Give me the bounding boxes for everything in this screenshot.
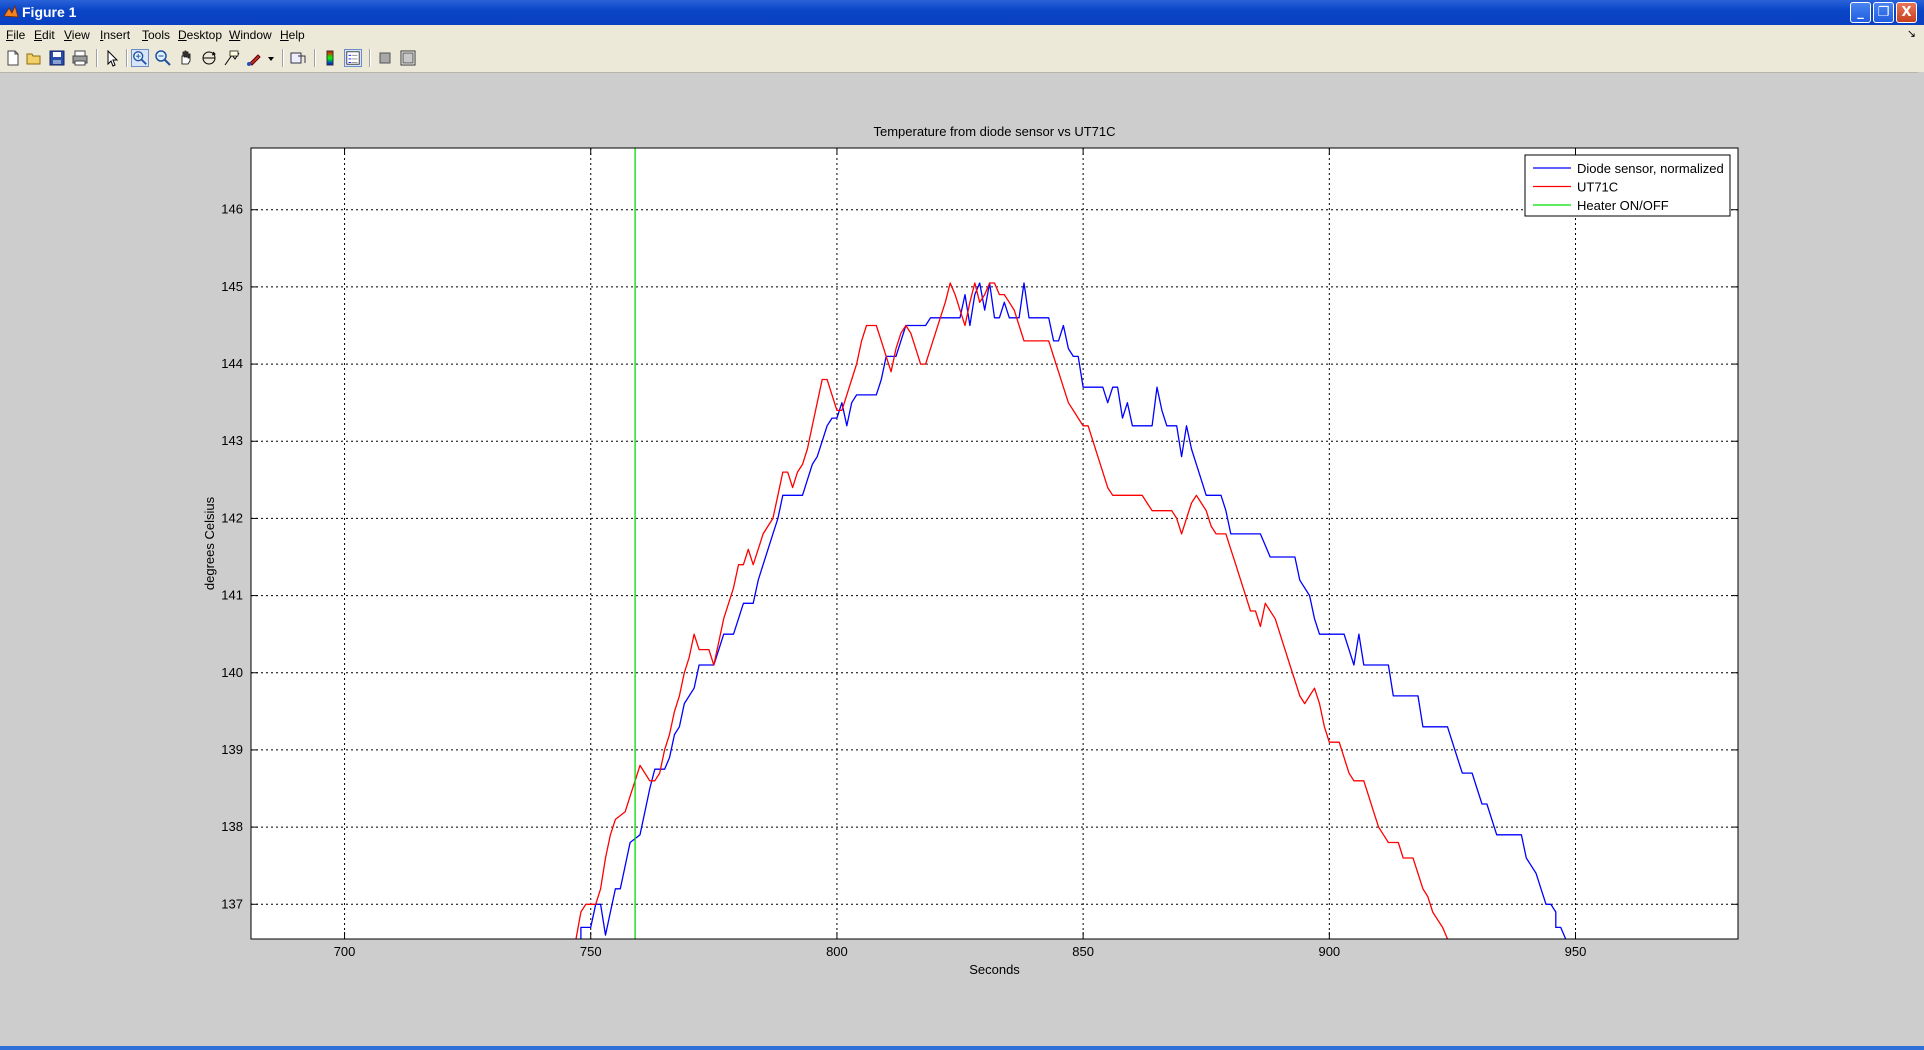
canvas-edge [1918, 72, 1924, 1046]
y-tick-label: 139 [221, 742, 243, 757]
menu-view[interactable]: View [64, 28, 90, 42]
minimize-button[interactable]: _ [1850, 2, 1871, 23]
x-tick-label: 700 [334, 944, 356, 959]
legend-box[interactable] [1524, 154, 1731, 217]
x-tick-label: 950 [1565, 944, 1587, 959]
axes-box [250, 147, 1739, 940]
y-tick-label: 137 [221, 896, 243, 911]
zoom-in-icon[interactable] [131, 49, 149, 67]
chart-title: Temperature from diode sensor vs UT71C [873, 124, 1115, 139]
menu-edit[interactable]: Edit [34, 28, 55, 42]
show-plot-tools-icon[interactable] [399, 49, 417, 67]
toolbar-separator [96, 49, 98, 67]
hide-plot-tools-icon[interactable] [376, 49, 394, 67]
restore-button[interactable]: ❐ [1873, 2, 1894, 23]
x-tick-label: 850 [1072, 944, 1094, 959]
data-cursor-icon[interactable] [223, 49, 241, 67]
x-axis-label: Seconds [969, 962, 1020, 977]
menu-window[interactable]: Window [229, 28, 272, 42]
y-tick-label: 144 [221, 356, 243, 371]
y-axis-label: degrees Celsius [202, 496, 217, 590]
menu-help[interactable]: Help [280, 28, 305, 42]
toolbar-separator [282, 49, 284, 67]
legend-entry: Diode sensor, normalized [1577, 161, 1724, 176]
menu-file[interactable]: File [6, 28, 26, 42]
series-line-ut71c [575, 282, 1449, 940]
brush-icon[interactable] [246, 49, 264, 67]
legend-icon[interactable] [344, 49, 362, 67]
x-tick-label: 800 [826, 944, 848, 959]
toolbar-separator [314, 49, 316, 67]
x-tick-label: 750 [580, 944, 602, 959]
menu-bar: File Edit View Insert Tools Desktop Wind… [0, 25, 1924, 44]
legend-entry: Heater ON/OFF [1577, 198, 1669, 213]
y-tick-label: 143 [221, 433, 243, 448]
zoom-out-icon[interactable] [154, 49, 172, 67]
y-tick-label: 140 [221, 665, 243, 680]
new-figure-icon[interactable] [4, 49, 22, 67]
y-tick-label: 141 [221, 588, 243, 603]
select-arrow-icon[interactable] [103, 49, 121, 67]
plot-area[interactable] [251, 148, 1738, 939]
window-title: Figure 1 [22, 4, 77, 20]
toolbar-separator [369, 49, 371, 67]
y-tick-label: 138 [221, 819, 243, 834]
open-file-icon[interactable] [25, 49, 43, 67]
window-titlebar[interactable]: Figure 1 _ ❐ X [0, 0, 1924, 25]
dock-figure-icon[interactable]: ↘ [1906, 27, 1916, 40]
y-tick-label: 145 [221, 279, 243, 294]
matlab-icon [3, 4, 19, 18]
menu-desktop[interactable]: Desktop [178, 28, 223, 42]
figure-canvas[interactable]: 700 750 800 850 900 950 137 138 139 140 141 142 143 1… [0, 73, 1918, 1045]
rotate-3d-icon[interactable] [200, 49, 218, 67]
y-tick-label: 142 [221, 510, 243, 525]
figure-toolbar [0, 44, 1924, 73]
brush-dropdown-icon[interactable] [266, 49, 276, 67]
menu-tools[interactable]: Tools [142, 28, 171, 42]
taskbar-edge [0, 1046, 1924, 1050]
print-icon[interactable] [71, 49, 89, 67]
save-icon[interactable] [48, 49, 66, 67]
legend-entry: UT71C [1577, 180, 1618, 195]
colorbar-icon[interactable] [321, 49, 339, 67]
toolbar-separator [126, 49, 128, 67]
y-tick-label: 146 [221, 202, 243, 217]
x-tick-label: 900 [1318, 944, 1340, 959]
menu-insert[interactable]: Insert [100, 28, 131, 42]
close-button[interactable]: X [1896, 2, 1917, 23]
series-line-diode-sensor-normalized [580, 282, 1567, 940]
pan-hand-icon[interactable] [177, 49, 195, 67]
link-plot-icon[interactable] [289, 49, 307, 67]
